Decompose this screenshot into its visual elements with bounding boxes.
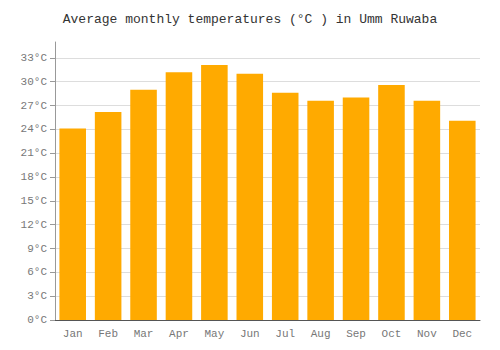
svg-text:6°C: 6°C: [27, 266, 47, 278]
svg-text:12°C: 12°C: [21, 219, 48, 231]
svg-text:Dec: Dec: [452, 328, 472, 340]
svg-text:3°C: 3°C: [27, 290, 47, 302]
svg-text:Oct: Oct: [382, 328, 402, 340]
svg-text:Feb: Feb: [98, 328, 118, 340]
svg-text:Jan: Jan: [63, 328, 83, 340]
svg-text:Apr: Apr: [169, 328, 189, 340]
svg-text:Sep: Sep: [346, 328, 366, 340]
svg-text:33°C: 33°C: [21, 52, 48, 64]
svg-text:24°C: 24°C: [21, 123, 48, 135]
svg-text:9°C: 9°C: [27, 243, 47, 255]
svg-text:Jul: Jul: [275, 328, 295, 340]
svg-text:18°C: 18°C: [21, 171, 48, 183]
svg-text:30°C: 30°C: [21, 76, 48, 88]
svg-text:Nov: Nov: [417, 328, 437, 340]
svg-text:15°C: 15°C: [21, 195, 48, 207]
svg-text:27°C: 27°C: [21, 100, 48, 112]
svg-text:Average monthly temperatures (: Average monthly temperatures (°C ) in Um…: [63, 12, 438, 27]
svg-text:Mar: Mar: [134, 328, 154, 340]
svg-text:Jun: Jun: [240, 328, 260, 340]
svg-text:21°C: 21°C: [21, 147, 48, 159]
svg-text:May: May: [204, 328, 224, 340]
svg-text:0°C: 0°C: [27, 314, 47, 326]
svg-text:Aug: Aug: [311, 328, 331, 340]
